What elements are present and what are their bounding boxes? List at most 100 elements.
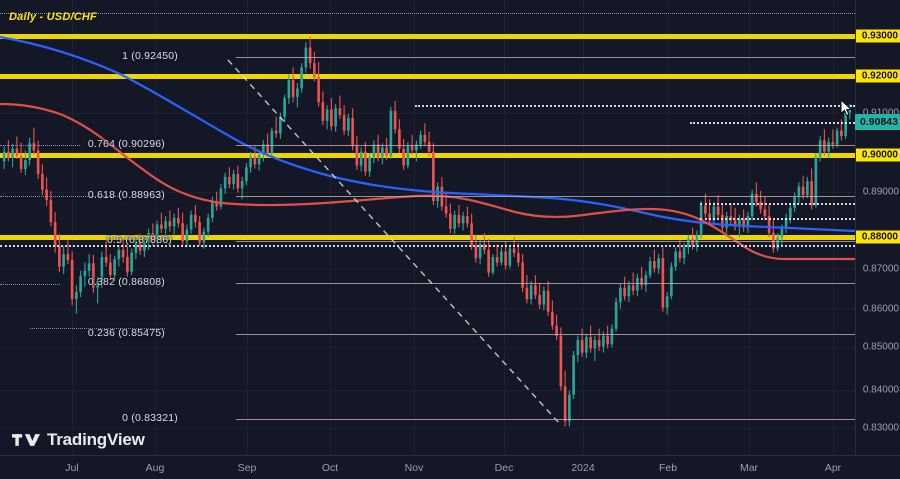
tradingview-wordmark: TradingView (47, 430, 145, 449)
candle-body (393, 110, 397, 130)
candle-body (810, 181, 813, 206)
candle-body (189, 214, 193, 230)
candle-body (253, 157, 257, 165)
candle-body (109, 262, 112, 276)
candle-body (334, 108, 337, 127)
candle-body (53, 222, 57, 247)
candle-body (631, 285, 635, 291)
candle-body (432, 151, 435, 201)
horizontal-gridline (0, 309, 855, 310)
candle-body (733, 220, 737, 227)
vertical-gridline (330, 0, 331, 455)
candle-body (767, 216, 771, 233)
candle-body (198, 222, 201, 243)
candle-body (41, 174, 44, 190)
vertical-gridline (833, 0, 834, 455)
fib-level-label: 0.5 (0.87886) (106, 234, 172, 246)
candle-body (835, 130, 839, 145)
candle-body (126, 256, 129, 272)
candle-body (300, 67, 303, 89)
candle-body (325, 109, 329, 121)
candle-body (211, 202, 214, 218)
candle-body (716, 206, 720, 215)
candle-body (155, 224, 159, 241)
candle-body (551, 311, 554, 326)
tradingview-logo: TradingView (12, 430, 145, 450)
fib-level-line[interactable] (236, 57, 855, 58)
support-resistance-line[interactable] (0, 74, 855, 79)
candle-body (500, 251, 503, 263)
candle-body (478, 244, 482, 259)
fib-level-line[interactable] (236, 196, 855, 197)
candle-body (257, 154, 261, 165)
candle-body (83, 270, 87, 276)
time-axis[interactable]: Jul Aug Sep Oct Nov Dec 2024 Feb Mar Apr (0, 455, 900, 479)
horizontal-gridline (0, 390, 855, 391)
horizontal-gridline (0, 428, 855, 429)
candle-body (287, 80, 291, 99)
candle-body (776, 237, 779, 249)
candle-body (653, 261, 656, 269)
candle-body (160, 224, 163, 229)
candle-body (784, 217, 788, 229)
candle-body (11, 148, 14, 158)
candle-body (168, 221, 172, 227)
vertical-gridline (414, 0, 415, 455)
candle-body (487, 249, 490, 273)
price-axis-label: 0.90000 (856, 148, 900, 162)
candle-body (759, 202, 762, 210)
vertical-gridline (155, 0, 156, 455)
candle-body (474, 245, 478, 259)
current-price-label[interactable]: 0.90843 (855, 114, 900, 130)
candle-body (614, 302, 618, 329)
candle-body (491, 256, 495, 273)
candle-body (797, 186, 801, 197)
candle-body (814, 157, 818, 206)
candle-body (542, 290, 546, 305)
support-resistance-line[interactable] (0, 34, 855, 39)
candle-body (172, 217, 176, 227)
candle-body (45, 189, 48, 201)
candle-body (240, 181, 244, 189)
fib-level-label: 0.382 (0.86808) (87, 276, 165, 288)
candle-body (279, 116, 282, 134)
candle-body (147, 232, 150, 243)
fib-level-line[interactable] (236, 283, 855, 284)
fib-level-label: 1 (0.92450) (122, 50, 178, 62)
chart-plot-area[interactable]: 1 (0.92450) 0.764 (0.90296) 0.618 (0.88963… (0, 0, 855, 455)
candle-body (449, 213, 452, 229)
candlestick-series (2, 36, 852, 427)
candle-body (772, 232, 775, 249)
candle-body (627, 285, 631, 297)
fib-level-line[interactable] (236, 419, 855, 420)
support-resistance-line[interactable] (0, 153, 855, 158)
candle-body (427, 141, 431, 152)
price-axis-label: 0.93000 (856, 29, 900, 43)
candle-body (661, 258, 665, 308)
candle-body (177, 217, 180, 224)
candle-body (245, 167, 248, 182)
candle-body (461, 216, 465, 224)
time-axis-label: Aug (145, 462, 165, 474)
candle-body (330, 109, 333, 127)
candle-body (389, 110, 393, 156)
candle-body (704, 205, 707, 214)
candle-body (359, 151, 363, 166)
fib-level-line[interactable] (236, 334, 855, 335)
candle-body (385, 147, 388, 156)
support-resistance-line[interactable] (0, 235, 855, 240)
price-axis-label: 0.84000 (862, 384, 899, 396)
candle-body (66, 254, 70, 260)
candle-body (436, 186, 439, 201)
fib-level-line[interactable] (236, 241, 855, 242)
fib-level-line[interactable] (236, 145, 855, 146)
candle-body (185, 229, 189, 242)
candle-body (538, 294, 541, 305)
time-axis-label: Apr (824, 462, 842, 474)
price-axis[interactable]: 0.93000 0.92000 0.91000 0.90843 0.90000 0.890… (855, 0, 900, 455)
candle-body (376, 144, 380, 158)
candle-body (602, 335, 605, 347)
candle-body (130, 252, 133, 272)
candle-body (321, 102, 325, 121)
candle-body (738, 219, 741, 227)
